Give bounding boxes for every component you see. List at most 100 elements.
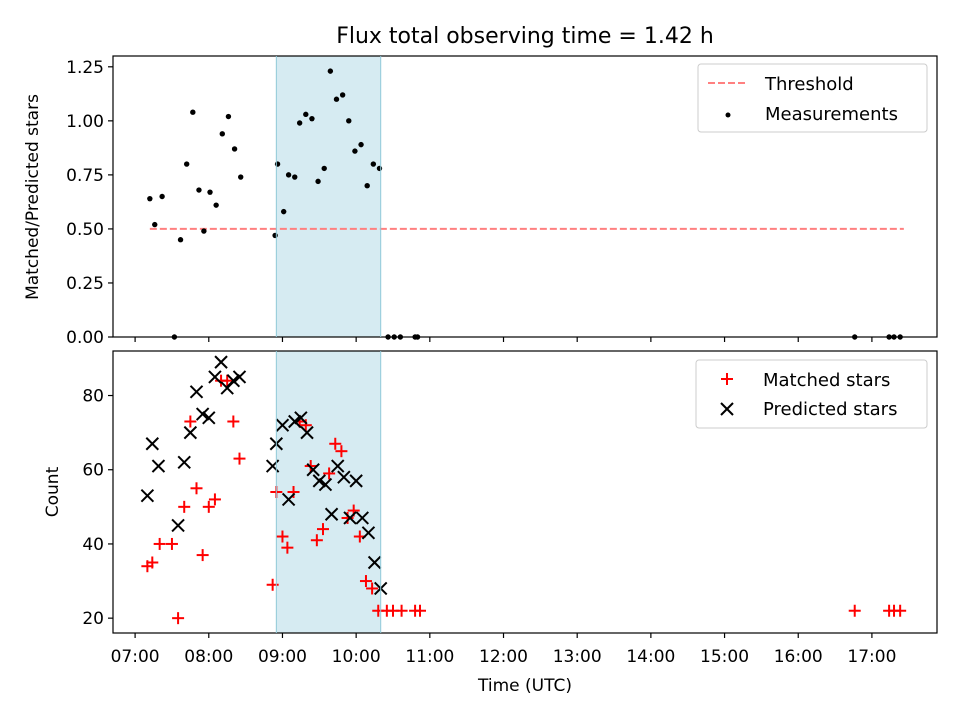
predicted-star-point xyxy=(214,355,228,369)
top-axes-frame xyxy=(112,55,938,338)
predicted-star-point xyxy=(208,370,222,384)
predicted-star-point xyxy=(355,511,369,525)
matched-star-point xyxy=(366,582,379,595)
predicted-star-point xyxy=(183,425,198,440)
predicted-star-point xyxy=(189,385,204,399)
legend-predicted-label: Predicted stars xyxy=(763,399,897,420)
matched-star-point xyxy=(196,549,209,562)
top-highlight-span xyxy=(276,56,381,337)
measurement-point xyxy=(292,174,298,180)
measurement-point xyxy=(285,172,292,178)
bottom-y-tick-label: 80 xyxy=(82,387,104,407)
matched-star-point xyxy=(184,415,197,428)
predicted-star-point xyxy=(232,370,247,384)
top-y-tick-label: 0.25 xyxy=(66,274,104,294)
predicted-star-point xyxy=(300,425,314,440)
measurement-point xyxy=(346,118,352,124)
measurement-point xyxy=(213,202,219,208)
matched-star-point xyxy=(359,575,372,588)
x-tick-label: 09:00 xyxy=(258,647,307,667)
predicted-star-point xyxy=(331,459,345,473)
matched-star-point xyxy=(227,415,240,428)
top-y-tick-label: 1.00 xyxy=(66,112,104,132)
x-tick-label: 10:00 xyxy=(332,647,381,667)
x-tick-label: 07:00 xyxy=(111,647,160,667)
top-y-axis-label: Matched/Predicted stars xyxy=(23,94,43,300)
predicted-star-point xyxy=(171,518,185,533)
measurement-point xyxy=(159,193,165,200)
bottom-y-axis-label: Count xyxy=(43,466,63,517)
matched-star-point xyxy=(172,612,185,625)
legend-measurements-label: Measurements xyxy=(765,104,898,125)
measurement-point xyxy=(272,232,278,239)
legend-measurements-swatch xyxy=(725,112,731,118)
predicted-star-point xyxy=(140,489,155,503)
matched-star-point xyxy=(178,500,191,513)
predicted-star-point xyxy=(349,474,363,488)
measurement-point xyxy=(238,174,244,180)
measurement-point xyxy=(364,182,370,189)
x-tick-label: 14:00 xyxy=(626,647,675,667)
matched-star-point xyxy=(414,604,427,617)
predicted-star-point xyxy=(361,526,376,540)
bottom-y-tick-label: 20 xyxy=(82,609,104,629)
measurement-point xyxy=(352,148,358,154)
matched-star-point xyxy=(299,419,312,432)
measurement-point xyxy=(274,161,281,167)
measurement-point xyxy=(370,161,377,167)
legend-matched-label: Matched stars xyxy=(763,370,890,391)
matched-star-point xyxy=(287,486,300,498)
predicted-star-point xyxy=(312,474,327,488)
measurement-point xyxy=(327,68,334,74)
measurement-point xyxy=(309,115,315,122)
legend-threshold-label: Threshold xyxy=(764,74,854,95)
top-panel: 0.00 0.25 0.50 0.75 1.00 1.25 Matched/Predict… xyxy=(23,55,938,348)
matched-star-point xyxy=(233,452,246,465)
x-tick-label: 13:00 xyxy=(553,647,602,667)
chart-title: Flux total observing time = 1.42 h xyxy=(336,24,714,49)
measurement-point xyxy=(219,131,225,137)
top-y-tick-label: 0.00 xyxy=(66,328,104,348)
predicted-star-point xyxy=(226,373,241,388)
matched-star-point xyxy=(202,500,215,513)
x-tick-label: 16:00 xyxy=(774,647,823,667)
top-legend: Threshold Measurements xyxy=(697,63,928,133)
matched-star-point xyxy=(146,556,159,569)
bottom-panel: 20 40 60 80 07:00 08:00 09:00 10:00 11:00 12:00 1… xyxy=(43,350,938,696)
predicted-star-point xyxy=(177,455,191,470)
matched-star-point xyxy=(221,374,234,387)
matched-star-point xyxy=(281,541,294,554)
bottom-legend: Matched stars Predicted stars xyxy=(695,359,928,429)
matched-star-point xyxy=(894,604,907,617)
measurement-point xyxy=(152,221,158,228)
matched-star-point xyxy=(153,537,166,550)
matched-star-point xyxy=(190,482,203,495)
predicted-star-point xyxy=(318,477,333,492)
measurement-point xyxy=(177,237,184,243)
x-tick-label: 11:00 xyxy=(405,647,454,667)
legend-predicted-swatch xyxy=(720,402,734,416)
legend-matched-swatch xyxy=(721,373,733,385)
measurement-point xyxy=(321,165,327,172)
x-tick-label: 12:00 xyxy=(479,647,528,667)
matched-star-point xyxy=(329,437,342,450)
bottom-axes-frame xyxy=(112,350,938,634)
matched-star-point xyxy=(165,537,178,550)
measurement-point xyxy=(315,178,321,185)
matched-star-point xyxy=(208,493,221,506)
measurement-point xyxy=(147,195,153,202)
matched-star-point xyxy=(316,523,329,536)
bottom-y-tick-label: 60 xyxy=(82,461,104,481)
measurement-point xyxy=(207,189,213,195)
predicted-star-point xyxy=(288,414,302,429)
predicted-star-point xyxy=(281,492,296,507)
top-legend-box xyxy=(697,63,928,133)
predicted-star-point xyxy=(145,437,160,451)
predicted-star-point xyxy=(202,411,216,425)
predicted-star-point xyxy=(367,555,382,570)
predicted-star-point xyxy=(343,511,357,525)
matched-star-point xyxy=(848,604,861,617)
measurement-point xyxy=(333,96,340,102)
predicted-star-point xyxy=(324,507,339,521)
